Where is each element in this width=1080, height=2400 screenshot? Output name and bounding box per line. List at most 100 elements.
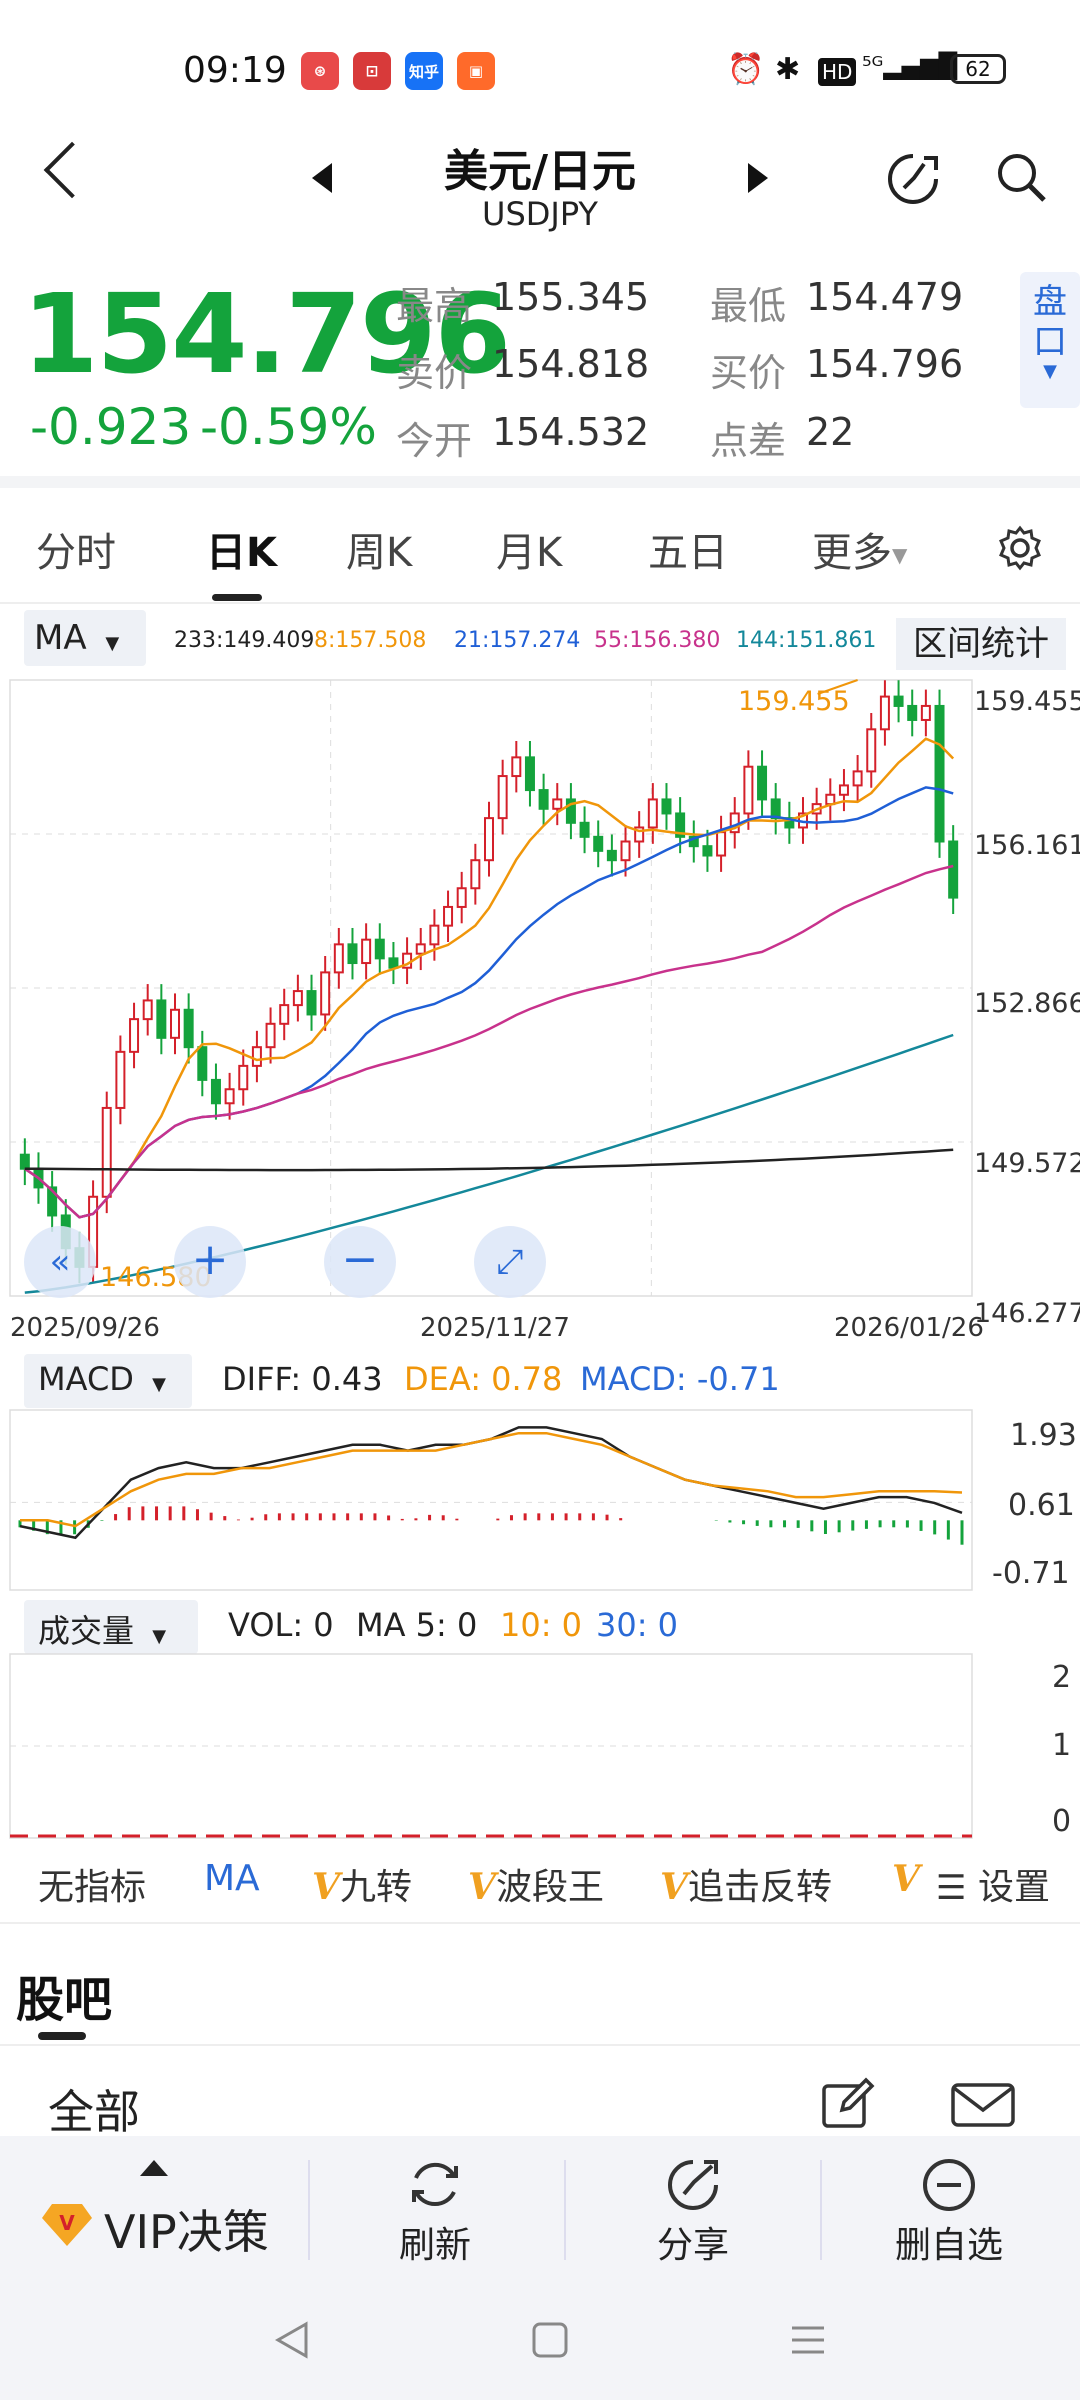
indicator-none[interactable]: 无指标 bbox=[38, 1867, 147, 1908]
indicator-wave-king-label: 波段王 bbox=[495, 1867, 604, 1908]
candle bbox=[320, 971, 331, 1016]
macd-y-label: 0.61 bbox=[1008, 1488, 1075, 1523]
candlestick-chart[interactable] bbox=[0, 676, 1080, 1326]
indicator-nine-turn-label: 九转 bbox=[339, 1867, 412, 1908]
indicator-settings-label: 设置 bbox=[977, 1867, 1050, 1908]
hd-icon: HD bbox=[818, 58, 857, 86]
y-axis-label: 149.572 bbox=[974, 1148, 1080, 1179]
candle bbox=[920, 704, 931, 721]
macd-dea: DEA: 0.78 bbox=[404, 1360, 563, 1398]
x-axis-label: 2026/01/26 bbox=[834, 1313, 984, 1343]
open-label: 今开 bbox=[396, 419, 473, 463]
tab-daily-k[interactable]: 日K bbox=[206, 530, 277, 576]
candle bbox=[879, 695, 890, 731]
indicator-extra[interactable]: V bbox=[892, 1858, 920, 1900]
candle bbox=[292, 990, 303, 1007]
forum-title[interactable]: 股吧 bbox=[16, 1972, 113, 2028]
y-axis-label: 152.866 bbox=[974, 988, 1080, 1019]
candle bbox=[757, 765, 768, 801]
vip-diamond-icon: V bbox=[42, 2204, 92, 2246]
tab-five-day[interactable]: 五日 bbox=[648, 530, 728, 576]
share-button[interactable]: 分享 bbox=[656, 2225, 729, 2266]
order-book-tab[interactable]: 盘口 ▼ bbox=[1020, 272, 1080, 408]
candle bbox=[907, 704, 918, 721]
candle bbox=[429, 924, 440, 946]
bluetooth-icon: ✱ bbox=[775, 52, 801, 87]
refresh-icon[interactable] bbox=[406, 2156, 464, 2214]
candle bbox=[388, 957, 399, 969]
macd-chart[interactable] bbox=[0, 1408, 1080, 1594]
remove-watchlist-button[interactable]: 删自选 bbox=[894, 2225, 1003, 2266]
candle bbox=[347, 943, 358, 965]
caret-down-icon: ▼ bbox=[105, 633, 120, 654]
symbol-code: USDJPY bbox=[482, 195, 598, 233]
candle bbox=[279, 1004, 290, 1025]
divider bbox=[564, 2160, 566, 2260]
zoom-in-icon[interactable]: + bbox=[174, 1226, 246, 1298]
divider bbox=[308, 2160, 310, 2260]
settings-list-icon: ☰ bbox=[936, 1868, 967, 1908]
indicator-nine-turn[interactable]: V九转 bbox=[312, 1858, 412, 1910]
scroll-left-icon[interactable]: « bbox=[24, 1226, 96, 1298]
candle bbox=[19, 1153, 30, 1170]
ma-select-label: MA bbox=[34, 618, 87, 658]
nav-home-icon[interactable] bbox=[528, 2318, 572, 2362]
next-symbol-icon[interactable] bbox=[748, 163, 768, 193]
candle bbox=[238, 1064, 249, 1091]
remove-watchlist-icon[interactable] bbox=[920, 2156, 978, 2214]
mail-icon[interactable] bbox=[950, 2082, 1016, 2128]
ma-select[interactable]: MA ▼ bbox=[24, 610, 146, 666]
max-marker bbox=[817, 679, 858, 695]
forum-filter-all[interactable]: 全部 bbox=[48, 2085, 140, 2139]
indicator-settings[interactable]: ☰ 设置 bbox=[930, 1858, 1050, 1910]
indicator-chase-reversal-label: 追击反转 bbox=[687, 1867, 832, 1908]
nav-menu-icon[interactable] bbox=[786, 2318, 830, 2362]
share-icon[interactable] bbox=[664, 2156, 722, 2214]
indicator-ma[interactable]: MA bbox=[204, 1858, 260, 1899]
volume-value: VOL: 0 bbox=[228, 1606, 334, 1644]
macd-select[interactable]: MACD ▼ bbox=[24, 1354, 192, 1408]
candle bbox=[170, 1008, 180, 1039]
candle bbox=[661, 798, 672, 815]
volume-chart[interactable] bbox=[0, 1652, 1080, 1842]
caret-down-icon: ▼ bbox=[892, 543, 908, 567]
tab-monthly-k[interactable]: 月K bbox=[496, 530, 563, 576]
tab-weekly-k[interactable]: 周K bbox=[346, 530, 413, 576]
vip-decision-button[interactable]: VIP决策 bbox=[104, 2205, 269, 2259]
signal-5g-icon: ⁵ᴳ▂▄▆█ bbox=[862, 52, 958, 80]
candle bbox=[593, 835, 604, 852]
bid-label: 买价 bbox=[710, 351, 787, 395]
prev-symbol-icon[interactable] bbox=[312, 163, 332, 193]
expand-up-icon[interactable] bbox=[140, 2160, 168, 2176]
candle bbox=[893, 695, 904, 707]
indicator-wave-king[interactable]: V波段王 bbox=[468, 1858, 604, 1910]
dea-line bbox=[20, 1431, 963, 1528]
spread-label: 点差 bbox=[710, 419, 787, 463]
vip-v-icon: V bbox=[312, 1866, 340, 1908]
indicator-chase-reversal[interactable]: V追击反转 bbox=[660, 1858, 832, 1910]
volume-ma10: 10: 0 bbox=[500, 1606, 583, 1644]
zoom-out-icon[interactable]: − bbox=[324, 1226, 396, 1298]
tab-more[interactable]: 更多▼ bbox=[812, 520, 907, 578]
share-refresh-icon[interactable] bbox=[884, 150, 942, 208]
candle bbox=[129, 1018, 140, 1053]
x-axis-label: 2025/09/26 bbox=[10, 1313, 160, 1343]
refresh-button[interactable]: 刷新 bbox=[398, 2225, 471, 2266]
candle bbox=[183, 1008, 194, 1049]
divider bbox=[0, 602, 1080, 604]
gear-icon[interactable] bbox=[996, 524, 1044, 572]
price-change-pct: -0.59% bbox=[200, 398, 377, 456]
macd-y-label: 1.93 bbox=[1010, 1418, 1077, 1453]
nav-back-icon[interactable] bbox=[270, 2318, 314, 2362]
search-icon[interactable] bbox=[994, 150, 1048, 204]
tab-intraday[interactable]: 分时 bbox=[36, 530, 116, 576]
edit-icon[interactable] bbox=[820, 2076, 876, 2132]
interval-stats-button[interactable]: 区间统计 bbox=[896, 618, 1066, 670]
candle bbox=[210, 1078, 221, 1105]
high-label: 最高 bbox=[396, 284, 473, 328]
candle bbox=[620, 840, 631, 862]
ma8-line bbox=[24, 737, 955, 1219]
volume-select[interactable]: 成交量 ▼ bbox=[24, 1600, 198, 1654]
fullscreen-icon[interactable]: ⤢ bbox=[474, 1226, 546, 1298]
low-value: 154.479 bbox=[806, 275, 964, 319]
